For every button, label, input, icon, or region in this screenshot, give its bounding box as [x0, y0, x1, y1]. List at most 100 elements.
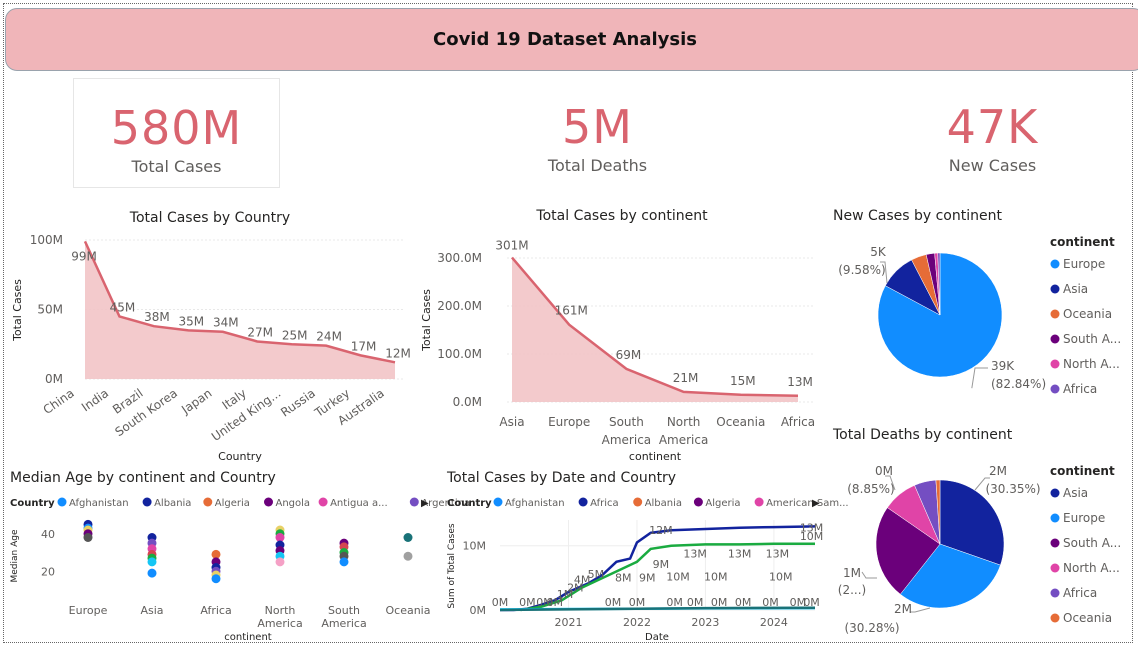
x-tick-label: Oceania — [386, 604, 431, 617]
series-line — [499, 606, 816, 612]
legend-item: South A... — [1063, 332, 1121, 346]
x-tick-label: Africa — [781, 415, 815, 429]
pie-label: (82.84%) — [991, 377, 1046, 391]
pie-label: (8.85%) — [847, 482, 894, 496]
legend-marker — [1050, 359, 1060, 369]
leader-line — [861, 571, 877, 579]
legend-marker — [1050, 259, 1060, 269]
pie-label: (9.58%) — [838, 263, 885, 277]
data-label: 161M — [555, 304, 588, 318]
chart-title: Total Cases by continent — [535, 208, 708, 224]
legend-marker — [1050, 613, 1060, 623]
data-point — [211, 574, 221, 584]
data-label: 9M — [653, 558, 670, 571]
pie-slice — [937, 252, 941, 316]
leader-line — [974, 477, 990, 491]
x-axis-title: Date — [645, 632, 669, 643]
data-label: 45M — [110, 300, 136, 314]
legend-item: American Sam... — [766, 498, 849, 509]
legend-item: Albania — [154, 498, 191, 509]
legend-item: Africa — [1063, 586, 1097, 600]
data-label: 0M — [735, 596, 752, 609]
legend-marker — [1050, 588, 1060, 598]
data-label: 0M — [492, 596, 509, 609]
data-label: 10M — [800, 530, 824, 543]
data-label: 301M — [495, 239, 528, 253]
data-label: 2M — [567, 581, 584, 594]
dashboard-title: Covid 19 Dataset Analysis — [433, 29, 697, 50]
data-label: 0M — [687, 596, 704, 609]
x-tick-label: Europe — [69, 604, 108, 617]
pie-label: (30.35%) — [985, 482, 1040, 496]
data-label: 0M — [536, 596, 553, 609]
legend-marker — [493, 497, 503, 507]
data-point — [147, 557, 157, 567]
kpi-value: 580M — [110, 101, 243, 155]
data-label: 13M — [766, 547, 790, 560]
legend-marker — [142, 497, 152, 507]
pie-label: 0M — [875, 464, 893, 478]
series-line — [500, 525, 816, 612]
kpi-card-total-deaths[interactable]: 5M Total Deaths — [495, 78, 700, 186]
x-tick-label: Europe — [548, 415, 590, 429]
x-axis-title: continent — [224, 632, 271, 643]
chart-title: Total Cases by Country — [129, 210, 290, 226]
pie-label: 2M — [894, 602, 912, 616]
kpi-value: 47K — [946, 100, 1039, 154]
pie-slice — [900, 543, 1001, 609]
data-label: 0M — [762, 596, 779, 609]
data-point — [275, 557, 285, 567]
pie-label: 39K — [991, 359, 1015, 373]
x-tick-label: America — [257, 617, 302, 630]
data-label: 34M — [213, 316, 239, 330]
legend-item: Asia — [1063, 486, 1088, 500]
chart-title: Total Cases by Date and Country — [446, 470, 676, 486]
kpi-card-new-cases[interactable]: 47K New Cases — [890, 78, 1095, 186]
legend-item: Argentina — [421, 498, 470, 509]
data-label: 12M — [385, 346, 411, 360]
data-label: 8M — [615, 572, 632, 585]
x-tick-label: Asia — [140, 604, 163, 617]
data-label: 99M — [71, 249, 97, 263]
x-tick-label: 2023 — [691, 616, 719, 629]
title-banner — [5, 8, 1138, 71]
legend-marker — [693, 497, 703, 507]
x-tick-label: America — [659, 433, 709, 447]
legend-title: Country — [10, 498, 55, 509]
x-tick-label: 2021 — [554, 616, 582, 629]
kpi-card-total-cases[interactable]: 580M Total Cases — [73, 78, 280, 188]
x-tick-label: Africa — [200, 604, 231, 617]
data-label: 5M — [588, 568, 605, 581]
data-point — [275, 533, 285, 542]
x-tick-label: America — [321, 617, 366, 630]
legend-item: Africa — [590, 498, 619, 509]
legend-marker — [578, 497, 588, 507]
data-label: 10M — [704, 570, 728, 583]
legend-marker — [318, 497, 328, 507]
legend-marker — [1050, 563, 1060, 573]
area-fill — [85, 241, 395, 379]
legend-item: North A... — [1063, 561, 1120, 575]
data-label: 17M — [351, 339, 377, 353]
data-label: 13M — [787, 375, 813, 389]
data-label: 35M — [179, 314, 205, 328]
data-label: 0M — [666, 596, 683, 609]
legend-title: Country — [447, 498, 492, 509]
data-point — [211, 549, 221, 559]
chart-title: Total Deaths by continent — [832, 427, 1013, 443]
data-label: 38M — [144, 310, 170, 324]
x-tick-label: South — [609, 415, 644, 429]
y-tick-label: 0M — [45, 372, 63, 386]
data-label: 0M — [519, 596, 536, 609]
y-tick-label: 300.0M — [437, 251, 482, 265]
y-tick-label: 50M — [37, 303, 63, 317]
legend-marker — [264, 497, 273, 507]
legend-item: Algeria — [215, 498, 250, 509]
y-tick-label: 10M — [463, 540, 487, 553]
